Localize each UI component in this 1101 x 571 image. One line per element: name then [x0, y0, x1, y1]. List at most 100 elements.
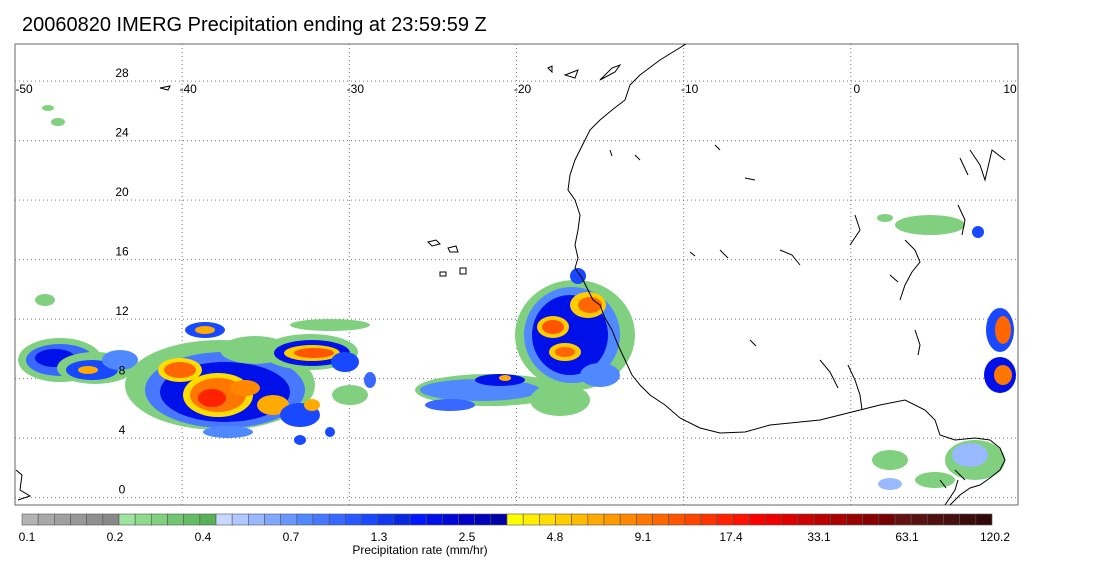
colorbar-swatch: [797, 513, 815, 526]
colorbar-swatch: [522, 513, 540, 526]
colorbar-swatch: [425, 513, 443, 526]
colorbar-swatch: [134, 513, 152, 526]
colorbar-swatch: [830, 513, 847, 526]
precip-cell-east-edge: [877, 214, 1016, 393]
longitude-label: -30: [347, 82, 365, 96]
latitude-label: 24: [115, 126, 129, 140]
colorbar-label: Precipitation rate (mm/hr): [352, 543, 487, 557]
colorbar-swatch: [571, 513, 589, 526]
colorbar-swatch: [927, 513, 944, 526]
colorbar-swatch: [862, 513, 880, 526]
colorbar-swatch: [781, 513, 799, 526]
colorbar-swatches: [21, 513, 993, 526]
colorbar-swatch: [458, 513, 475, 526]
colorbar-tick-label: 63.1: [895, 530, 919, 544]
latitude-label: 16: [115, 245, 129, 259]
colorbar-swatch: [345, 513, 362, 526]
longitude-labels: -50 -40 -30 -20 -10 0 10: [15, 82, 1017, 96]
latitude-label: 20: [115, 185, 129, 199]
colorbar-swatch: [539, 513, 556, 526]
colorbar-tick-label: 120.2: [980, 530, 1010, 544]
colorbar-swatch: [151, 513, 168, 526]
precip-cell-atlantic-central: [262, 319, 376, 445]
colorbar-swatch: [749, 513, 766, 526]
longitude-label: -20: [514, 82, 532, 96]
colorbar-tick-label: 1.3: [371, 530, 388, 544]
precip-cell-mid-atlantic: [415, 374, 590, 416]
latitude-label: 4: [119, 423, 126, 437]
longitude-label: -40: [179, 82, 197, 96]
colorbar-swatch: [474, 513, 492, 526]
colorbar-swatch: [506, 513, 524, 526]
colorbar-swatch: [215, 513, 233, 526]
colorbar-swatch: [813, 513, 831, 526]
colorbar-swatch: [102, 513, 120, 526]
colorbar-swatch: [296, 513, 314, 526]
colorbar-swatch: [70, 513, 87, 526]
colorbar-swatch: [668, 513, 686, 526]
colorbar-tick-label: 0.2: [107, 530, 124, 544]
precip-cell-west-africa: [515, 268, 635, 390]
colorbar-tick-label: 2.5: [459, 530, 476, 544]
colorbar-swatch: [377, 513, 395, 526]
colorbar-swatch: [199, 513, 217, 526]
longitude-label: 10: [1003, 82, 1017, 96]
latitude-label: 12: [115, 304, 129, 318]
colorbar-swatch: [878, 513, 896, 526]
precip-cell-atlantic-west: [18, 105, 138, 384]
longitude-label: -50: [15, 82, 33, 96]
colorbar-swatch: [619, 513, 637, 526]
colorbar-swatch: [86, 513, 104, 526]
colorbar-swatch: [183, 513, 201, 526]
colorbar-swatch: [716, 513, 734, 526]
colorbar-swatch: [636, 513, 653, 526]
colorbar-tick-label: 33.1: [807, 530, 831, 544]
latitude-label: 28: [115, 66, 129, 80]
colorbar-swatch: [652, 513, 669, 526]
colorbar-swatch: [959, 513, 977, 526]
colorbar-swatch: [231, 513, 249, 526]
colorbar-swatch: [409, 513, 427, 526]
colorbar-swatch: [975, 513, 993, 526]
colorbar-swatch: [603, 513, 621, 526]
colorbar-tick-label: 9.1: [635, 530, 652, 544]
map-title: 20060820 IMERG Precipitation ending at 2…: [22, 14, 487, 36]
graticule: [15, 44, 1018, 505]
colorbar-swatch: [733, 513, 750, 526]
colorbar-swatch: [765, 513, 783, 526]
precipitation-field: [18, 105, 1016, 490]
colorbar-tick-label: 0.1: [19, 530, 36, 544]
colorbar-swatch: [700, 513, 718, 526]
colorbar-swatch: [943, 513, 960, 526]
colorbar-swatch: [118, 513, 136, 526]
colorbar-swatch: [684, 513, 702, 526]
colorbar-tick-label: 0.7: [283, 530, 300, 544]
colorbar-swatch: [587, 513, 605, 526]
colorbar-tick-label: 0.4: [195, 530, 212, 544]
colorbar-swatch: [21, 513, 39, 526]
colorbar-tick-labels: 0.1 0.2 0.4 0.7 1.3 2.5 4.8 9.1 17.4 33.1 63.1 120.…: [19, 530, 1011, 544]
longitude-label: 0: [853, 82, 860, 96]
colorbar-swatch: [361, 513, 378, 526]
colorbar-tick-label: 4.8: [547, 530, 564, 544]
precip-cell-gulf-of-guinea: [872, 440, 1005, 490]
colorbar-swatch: [490, 513, 508, 526]
colorbar-swatch: [442, 513, 459, 526]
colorbar-swatch: [555, 513, 572, 526]
colorbar-swatch: [264, 513, 281, 526]
colorbar-swatch: [312, 513, 330, 526]
longitude-label: -10: [681, 82, 699, 96]
colorbar-swatch: [846, 513, 863, 526]
colorbar-swatch: [894, 513, 912, 526]
coastline: [15, 44, 1006, 505]
colorbar-tick-label: 17.4: [719, 530, 743, 544]
latitude-label: 0: [119, 483, 126, 497]
latitude-label: 8: [119, 364, 126, 378]
colorbar-swatch: [167, 513, 184, 526]
colorbar-swatch: [910, 513, 928, 526]
colorbar-swatch: [280, 513, 298, 526]
colorbar-swatch: [393, 513, 411, 526]
colorbar-swatch: [328, 513, 346, 526]
